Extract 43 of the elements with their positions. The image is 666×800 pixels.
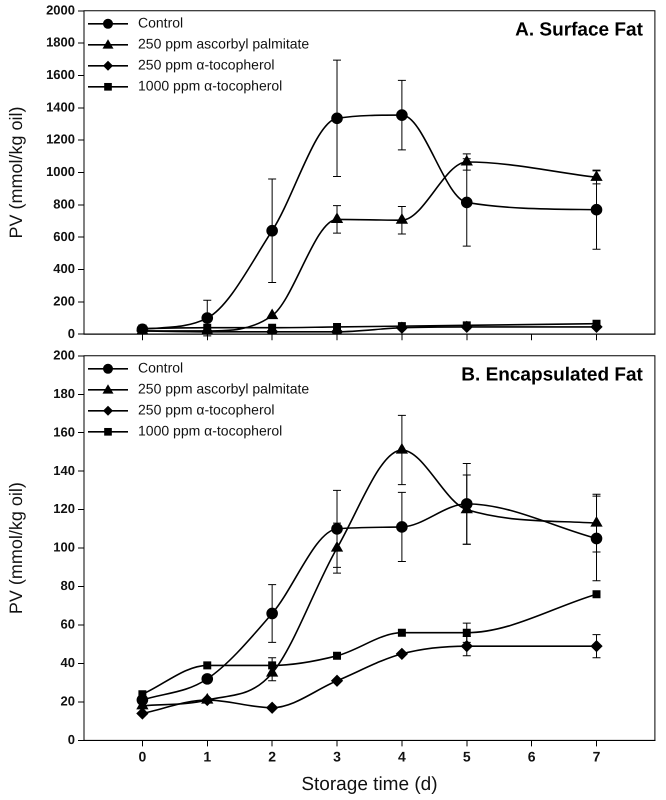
- y-tick-label: 120: [53, 501, 75, 516]
- legend-label: Control: [138, 360, 184, 376]
- y-tick-label: 400: [53, 261, 75, 276]
- y-tick-label: 40: [60, 655, 75, 670]
- x-tick-label: 7: [592, 748, 601, 765]
- x-tick-label: 1: [203, 748, 212, 765]
- y-tick-label: 0: [68, 326, 75, 341]
- y-tick-label: 1200: [46, 132, 75, 147]
- x-tick-label: 0: [138, 748, 146, 765]
- y-tick-label: 80: [60, 578, 75, 594]
- legend-label: 1000 ppm α-tocopherol: [138, 78, 282, 94]
- y-tick-label: 1000: [46, 164, 75, 180]
- y-tick-label: 1800: [46, 34, 75, 50]
- legend-label: 250 ppm ascorbyl palmitate: [138, 380, 310, 397]
- x-tick-label: 5: [462, 748, 471, 765]
- y-tick-label: 160: [53, 424, 75, 440]
- y-axis-title: PV (mmol/kg oil): [6, 482, 26, 614]
- y-tick-label: 140: [53, 462, 75, 478]
- text: A. Surface Fat: [515, 20, 644, 41]
- x-axis-title: Storage time (d): [301, 774, 438, 795]
- legend-label: Control: [138, 14, 184, 31]
- y-tick-label: 180: [53, 386, 75, 401]
- legend-label: 1000 ppm α-tocopherol: [138, 422, 282, 439]
- x-tick-label: 4: [398, 748, 406, 765]
- y-tick-label: 0: [68, 732, 75, 747]
- y-tick-label: 60: [60, 616, 75, 632]
- y-tick-label: 600: [53, 228, 75, 244]
- x-tick-label: 6: [528, 748, 536, 765]
- y-tick-label: 20: [60, 694, 75, 709]
- y-tick-label: 200: [53, 293, 75, 308]
- y-tick-label: 800: [53, 196, 75, 212]
- y-tick-label: 100: [53, 540, 75, 555]
- y-tick-label: 1600: [46, 67, 75, 82]
- x-tick-label: 3: [333, 748, 342, 765]
- text: B. Encapsulated Fat: [461, 364, 644, 386]
- legend-label: 250 ppm α-tocopherol: [138, 56, 275, 73]
- y-tick-label: 200: [53, 347, 75, 362]
- x-tick-label: 2: [268, 748, 276, 765]
- y-tick-label: 1400: [46, 99, 75, 114]
- legend-label: 250 ppm ascorbyl palmitate: [138, 36, 310, 52]
- y-tick-label: 2000: [46, 2, 75, 18]
- legend-label: 250 ppm α-tocopherol: [138, 402, 275, 418]
- y-axis-title: PV (mmol/kg oil): [6, 106, 26, 239]
